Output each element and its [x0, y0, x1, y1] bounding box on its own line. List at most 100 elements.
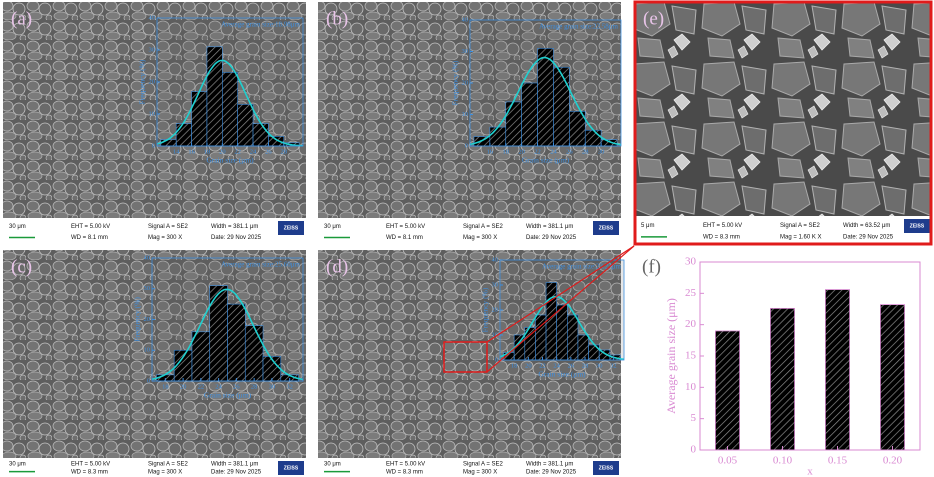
info-text: WD = 8.3 mm: [386, 469, 423, 475]
y-tick-label: 40: [462, 16, 469, 23]
x-tick-label: 22: [539, 362, 546, 369]
y-tick-label: 20: [492, 306, 499, 313]
x-tick-label: 0.20: [883, 455, 903, 467]
x-axis-label: Grain size (μm): [204, 391, 252, 400]
histogram-bar: [238, 104, 253, 146]
x-axis-label: x: [807, 466, 813, 477]
y-axis-label: Frequency (%): [451, 60, 460, 105]
info-text: Signal A = SE2: [148, 462, 189, 468]
histogram-bar: [578, 335, 589, 360]
histogram-bar: [490, 127, 506, 146]
x-tick-label: 14: [173, 148, 180, 155]
y-tick-label: 10: [685, 381, 697, 393]
histogram-bar: [176, 124, 191, 146]
y-tick-label: 20: [144, 316, 151, 323]
y-axis-label: Average grain size (μm): [664, 298, 678, 414]
histogram-bar: [268, 136, 283, 146]
bar: [880, 305, 904, 450]
x-tick-label: 20: [180, 383, 187, 390]
info-text: 5 μm: [641, 223, 654, 229]
info-text: Date: 29 Nov 2025: [211, 235, 262, 241]
histogram-bar: [538, 48, 554, 146]
histogram-bar: [228, 304, 246, 381]
chart-title: Average grain size:22.58μm: [539, 23, 618, 31]
info-text: Signal A = SE2: [463, 462, 504, 468]
info-text: WD = 8.1 mm: [71, 235, 108, 241]
y-axis-label: Frequency (%): [481, 287, 490, 332]
info-text: Mag = 300 X: [463, 235, 497, 241]
y-tick-label: 10: [144, 347, 151, 354]
y-tick-label: 30: [462, 48, 469, 55]
x-tick-label: 28: [281, 148, 288, 155]
x-tick-label: 24: [553, 362, 560, 369]
histogram-bar: [161, 140, 176, 146]
histogram-bar: [192, 92, 207, 146]
histogram-bar: [522, 83, 538, 146]
info-text: Mag = 300 X: [148, 469, 182, 475]
panel-label: (d): [326, 256, 348, 277]
brand-text: ZEISS: [599, 225, 614, 231]
y-tick-label: 40: [144, 254, 151, 261]
y-tick-label: 40: [492, 256, 499, 263]
x-tick-label: 28: [582, 148, 589, 155]
x-tick-label: 26: [568, 362, 575, 369]
info-text: Signal A = SE2: [780, 223, 821, 229]
info-text: Mag = 300 X: [463, 469, 497, 475]
x-tick-label: 18: [162, 383, 169, 390]
info-text: EHT = 5.00 kV: [71, 224, 110, 230]
y-tick-label: 20: [149, 78, 156, 85]
histogram-bar: [192, 332, 210, 381]
info-text: 30 μm: [9, 462, 26, 468]
x-tick-label: 30: [596, 362, 603, 369]
y-tick-label: 30: [492, 281, 499, 288]
info-text: Mag = 300 X: [148, 235, 182, 241]
histogram-bar: [207, 47, 222, 146]
info-text: Width = 381.1 μm: [211, 224, 258, 230]
x-tick-label: 20: [219, 148, 226, 155]
info-text: EHT = 5.00 kV: [386, 462, 425, 468]
brand-text: ZEISS: [284, 225, 299, 231]
info-text: Date: 29 Nov 2025: [526, 469, 577, 475]
bar: [770, 308, 794, 450]
info-text: Date: 29 Nov 2025: [843, 234, 894, 240]
panel-label: (c): [11, 256, 32, 277]
x-tick-label: 32: [286, 383, 293, 390]
info-text: 30 μm: [324, 224, 341, 230]
y-tick-label: 10: [462, 111, 469, 118]
info-text: Width = 381.1 μm: [526, 462, 573, 468]
x-tick-label: 16: [188, 148, 195, 155]
info-text: 30 μm: [9, 224, 26, 230]
histogram-bar: [567, 315, 578, 360]
y-tick-label: 10: [149, 110, 156, 117]
brand-text: ZEISS: [910, 223, 925, 229]
x-tick-label: 18: [503, 148, 510, 155]
y-tick-label: 5: [691, 412, 697, 424]
panel-label: (b): [326, 8, 348, 29]
sem-image: [635, 2, 932, 216]
info-text: Width = 381.1 μm: [526, 224, 573, 230]
y-tick-label: 20: [462, 79, 469, 86]
x-tick-label: 20: [518, 148, 525, 155]
figure: 30 μm EHT = 5.00 kV WD = 8.1 mm Signal A = …: [0, 0, 934, 477]
y-tick-label: 0: [465, 142, 468, 149]
y-tick-label: 25: [685, 287, 697, 299]
x-tick-label: 16: [487, 148, 494, 155]
x-tick-label: 30: [598, 148, 605, 155]
bar: [715, 331, 739, 450]
info-text: EHT = 5.00 kV: [703, 223, 742, 229]
x-axis-label: Grain size (μm): [538, 370, 586, 379]
panel-label: (e): [643, 8, 664, 29]
histogram-bar: [557, 305, 568, 360]
info-text: 30 μm: [324, 462, 341, 468]
histogram-bar: [546, 283, 557, 361]
y-tick-label: 20: [685, 318, 697, 330]
info-text: Signal A = SE2: [148, 224, 189, 230]
info-text: Width = 381.1 μm: [211, 462, 258, 468]
info-text: Mag = 1.60 K X: [780, 234, 822, 240]
x-tick-label: 28: [582, 362, 589, 369]
y-tick-label: 30: [685, 256, 697, 268]
histogram-bar: [210, 286, 228, 381]
x-tick-label: 18: [204, 148, 211, 155]
y-tick-label: 30: [144, 285, 151, 292]
y-axis-label: Frequency (%): [138, 59, 147, 104]
